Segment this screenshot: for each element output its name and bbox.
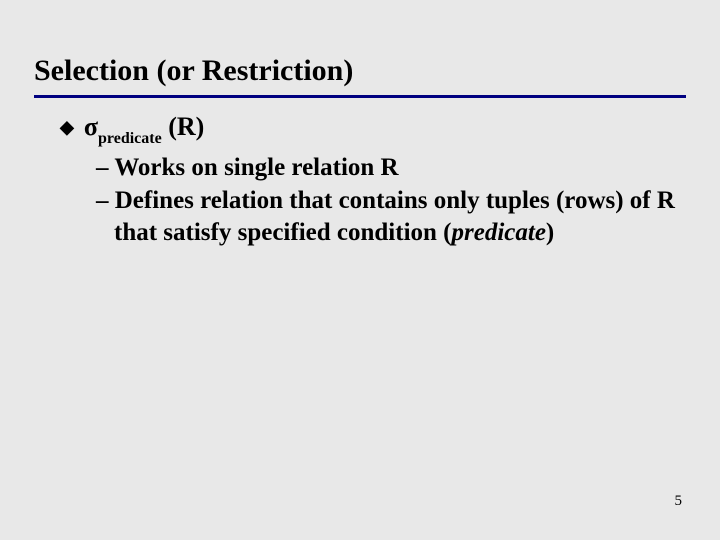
dash-icon: – (96, 154, 114, 181)
sub-bullet-1-text: Works on single relation R (114, 154, 398, 181)
slide-title: Selection (or Restriction) (34, 54, 353, 88)
sub-bullet-2-before: Defines relation that contains only tupl… (114, 187, 675, 245)
page-number: 5 (675, 493, 683, 510)
sigma-subscript: predicate (98, 130, 162, 147)
sub-bullet-1: – Works on single relation R (96, 152, 680, 183)
bullet-text: σpredicate (R) (84, 112, 204, 146)
bullet-after: (R) (162, 112, 205, 141)
sub-bullet-2-italic: predicate (452, 219, 546, 246)
sub-bullet-2-after: ) (546, 219, 554, 246)
content-area: ◆ σpredicate (R) – Works on single relat… (60, 112, 680, 250)
dash-icon: – (96, 187, 115, 214)
sub-bullet-2: – Defines relation that contains only tu… (96, 185, 680, 248)
diamond-bullet-icon: ◆ (60, 117, 74, 138)
slide: { "title": "Selection (or Restriction)",… (0, 0, 720, 540)
sub-bullet-list: – Works on single relation R – Defines r… (96, 152, 680, 248)
sigma-symbol: σ (84, 112, 98, 141)
title-underline (34, 95, 686, 98)
bullet-item: ◆ σpredicate (R) (60, 112, 680, 146)
